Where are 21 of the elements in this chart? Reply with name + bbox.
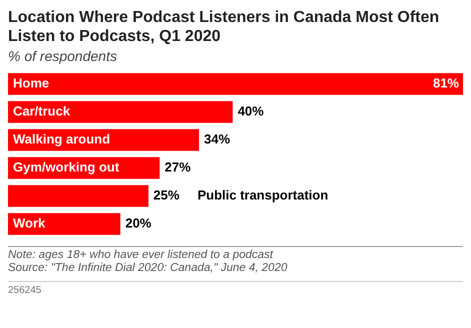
y-tick-label: Home xyxy=(13,76,50,91)
y-tick-label: Walking around xyxy=(13,132,110,147)
text: Note: ages 18+ who have ever listened to a podcast xyxy=(8,249,274,262)
data-label: 20% xyxy=(125,216,152,231)
data-label: 27% xyxy=(164,160,192,175)
y-tick-label: Gym/working out xyxy=(13,160,120,175)
data-label: 34% xyxy=(204,132,230,147)
chart-title: Location Where Podcast Listeners in Canada Most Often Listen to Podcasts, Q1 2020 xyxy=(8,8,440,46)
data-label: 40% xyxy=(238,104,264,119)
y-tick-label: Work xyxy=(13,216,46,231)
bar xyxy=(8,185,148,207)
bar xyxy=(8,213,120,235)
text: 256245 xyxy=(8,281,463,296)
chart-subtitle: % of respondents xyxy=(8,48,118,64)
bar xyxy=(8,73,463,95)
y-tick-label: Public transportation xyxy=(197,188,328,203)
data-label: 25% xyxy=(153,188,180,203)
y-tick-label: Car/truck xyxy=(13,104,71,119)
source-note: Source: "The Infinite Dial 2020: Canada," June 4, 2020 xyxy=(8,262,288,275)
bar xyxy=(8,101,233,123)
data-label: 81% xyxy=(432,76,460,91)
